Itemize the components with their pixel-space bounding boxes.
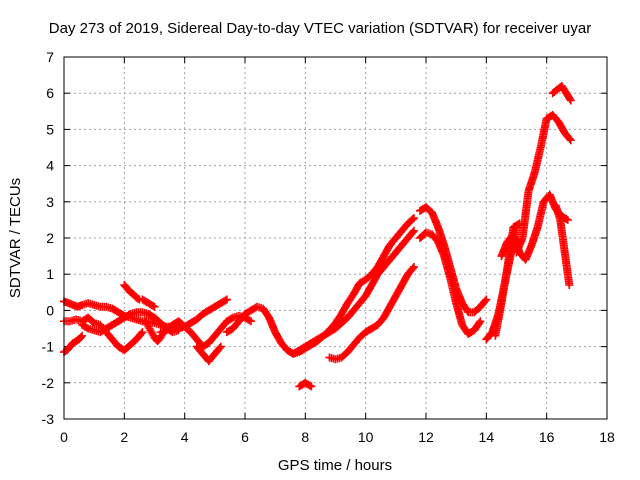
data-point bbox=[408, 215, 417, 224]
x-axis-label: GPS time / hours bbox=[278, 457, 392, 474]
x-tick-label: 18 bbox=[599, 429, 615, 445]
series-arc-3 bbox=[60, 313, 147, 355]
chart-title: Day 273 of 2019, Sidereal Day-to-day VTE… bbox=[49, 20, 591, 37]
data-point bbox=[221, 296, 230, 305]
series-arc-12 bbox=[295, 378, 316, 391]
series-arc-2 bbox=[60, 331, 87, 357]
data-point bbox=[566, 136, 575, 145]
data-point bbox=[563, 215, 572, 224]
y-tick-label: 5 bbox=[46, 121, 54, 137]
data-point bbox=[565, 281, 574, 290]
y-tick-label: 4 bbox=[46, 158, 54, 174]
data-point bbox=[133, 294, 142, 303]
data-point bbox=[408, 264, 417, 273]
x-tick-label: 8 bbox=[301, 429, 309, 445]
data-point bbox=[566, 96, 575, 105]
data-point bbox=[409, 214, 418, 223]
y-tick-label: 2 bbox=[46, 230, 54, 246]
series-arc-19 bbox=[512, 110, 575, 257]
data-point bbox=[150, 302, 159, 311]
data-point bbox=[476, 317, 485, 326]
y-tick-label: 1 bbox=[46, 266, 54, 282]
series-arc-13 bbox=[325, 262, 418, 364]
data-point bbox=[78, 331, 87, 340]
data-point bbox=[305, 381, 314, 390]
y-tick-label: 6 bbox=[46, 85, 54, 101]
y-tick-label: 7 bbox=[46, 49, 54, 65]
data-point bbox=[307, 382, 316, 391]
series-arc-7 bbox=[141, 317, 168, 346]
x-tick-label: 2 bbox=[120, 429, 128, 445]
data-point bbox=[222, 295, 231, 304]
data-point bbox=[409, 262, 418, 271]
data-point bbox=[409, 226, 418, 235]
series-arc-11 bbox=[289, 226, 418, 358]
x-tick-label: 6 bbox=[241, 429, 249, 445]
data-point bbox=[245, 316, 254, 325]
y-axis-label: SDTVAR / TECUs bbox=[7, 178, 24, 298]
data-point bbox=[475, 318, 484, 327]
data-point bbox=[565, 94, 574, 103]
x-tick-label: 12 bbox=[418, 429, 434, 445]
data-point bbox=[562, 214, 571, 223]
x-tick-label: 16 bbox=[539, 429, 555, 445]
data-point bbox=[124, 310, 133, 319]
data-point bbox=[565, 134, 574, 143]
data-point bbox=[137, 329, 146, 338]
data-point bbox=[138, 328, 147, 337]
y-tick-label: 3 bbox=[46, 194, 54, 210]
data-point bbox=[482, 295, 491, 304]
data-point bbox=[227, 314, 236, 323]
series-arc-6 bbox=[138, 295, 159, 311]
x-tick-label: 10 bbox=[358, 429, 374, 445]
x-tick-label: 4 bbox=[181, 429, 189, 445]
y-tick-label: -3 bbox=[42, 411, 55, 427]
grid bbox=[64, 57, 607, 419]
data-point bbox=[77, 332, 86, 341]
y-tick-label: 0 bbox=[46, 302, 54, 318]
series-arc-9 bbox=[192, 342, 225, 366]
series-arc-20 bbox=[548, 81, 575, 105]
data-point bbox=[481, 296, 490, 305]
x-tick-label: 0 bbox=[60, 429, 68, 445]
data-point bbox=[82, 323, 91, 332]
series-arc-4 bbox=[78, 308, 183, 337]
plot-frame bbox=[63, 56, 608, 420]
data-point bbox=[216, 342, 225, 351]
data-point bbox=[514, 220, 523, 229]
data-point bbox=[174, 326, 183, 335]
series-arc-21 bbox=[551, 201, 574, 290]
y-tick-label: -2 bbox=[42, 375, 55, 391]
data-point bbox=[247, 317, 256, 326]
data-point bbox=[408, 228, 417, 237]
y-tick-label: -1 bbox=[42, 339, 55, 355]
series-arc-15 bbox=[415, 228, 485, 338]
data-point bbox=[148, 301, 157, 310]
x-tick-label: 14 bbox=[479, 429, 495, 445]
data-point bbox=[215, 344, 224, 353]
data-points bbox=[60, 81, 575, 391]
